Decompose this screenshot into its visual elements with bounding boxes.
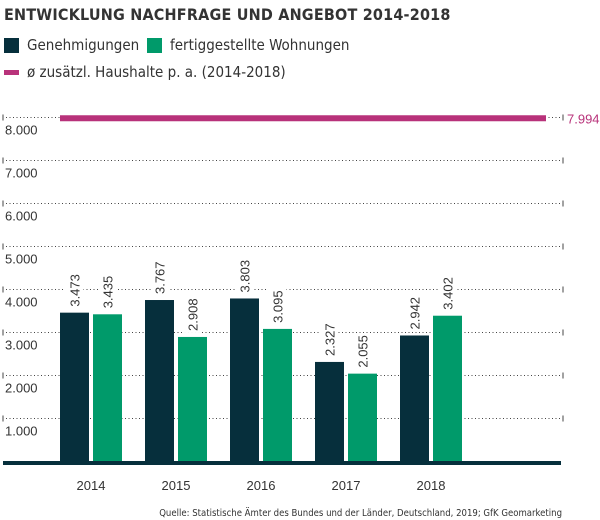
bar-value-label: 3.767 [153,261,168,294]
bar-value-label: 3.473 [68,274,83,307]
bar-fertiggestellt [178,336,207,462]
label-bg [235,258,254,295]
reference-line-label: 7.994 [567,111,600,126]
legend-label: Genehmigungen [27,36,140,54]
bar-value-label: 2.327 [323,323,338,356]
label-bg [405,295,424,332]
bar-genehmigungen [145,300,174,462]
x-axis-baseline [3,461,561,465]
bar-value-label: 3.095 [271,290,286,323]
label-bg [320,321,339,358]
chart-title: ENTWICKLUNG NACHFRAGE UND ANGEBOT 2014-2… [4,5,451,24]
bar-value-label: 2.942 [408,297,423,330]
bar-value-label: 3.803 [238,260,253,293]
legend-haushalte: ø zusätzl. Haushalte p. a. (2014-2018) [4,63,286,81]
y-tick-label: 4.000 [5,295,38,310]
y-tick-label: 3.000 [5,338,38,353]
bar-value-label: 3.402 [441,277,456,310]
legend-line-swatch [4,69,19,75]
label-bg [353,333,372,370]
y-tick-label: 6.000 [5,209,38,224]
y-tick-label: 1.000 [5,424,38,439]
legend-genehmigungen: Genehmigungen [4,36,139,54]
x-tick-label: 2014 [77,478,106,493]
label-bg [65,272,84,309]
legend-label: ø zusätzl. Haushalte p. a. (2014-2018) [27,63,286,81]
bar-value-label: 2.055 [356,335,371,368]
x-tick-label: 2016 [247,478,276,493]
label-bg [98,274,117,311]
x-tick-label: 2018 [417,478,446,493]
label-bg [150,260,169,297]
label-bg [438,275,457,312]
x-tick-label: 2017 [332,478,361,493]
bar-fertiggestellt [433,315,462,462]
bar-fertiggestellt [348,373,377,462]
source-note: Quelle: Statistische Ämter des Bundes un… [159,508,562,519]
legend-label: fertiggestellte Wohnungen [170,36,350,54]
bar-fertiggestellt [93,314,122,462]
bar-genehmigungen [230,298,259,462]
reference-line [60,115,546,122]
bar-value-label: 3.435 [101,276,116,309]
y-tick-label: 2.000 [5,381,38,396]
x-tick-label: 2015 [162,478,191,493]
bar-fertiggestellt [263,328,292,462]
bar-genehmigungen [315,361,344,462]
legend-fertiggestellte: fertiggestellte Wohnungen [147,36,349,54]
bar-genehmigungen [60,312,89,462]
legend-swatch [147,37,162,53]
label-bg [183,296,202,333]
y-tick-label: 5.000 [5,252,38,267]
legend-swatch [4,37,19,53]
bar-value-label: 2.908 [186,298,201,331]
y-tick-label: 8.000 [5,123,38,138]
bar-genehmigungen [400,335,429,462]
y-tick-label: 7.000 [5,166,38,181]
label-bg [268,288,287,325]
